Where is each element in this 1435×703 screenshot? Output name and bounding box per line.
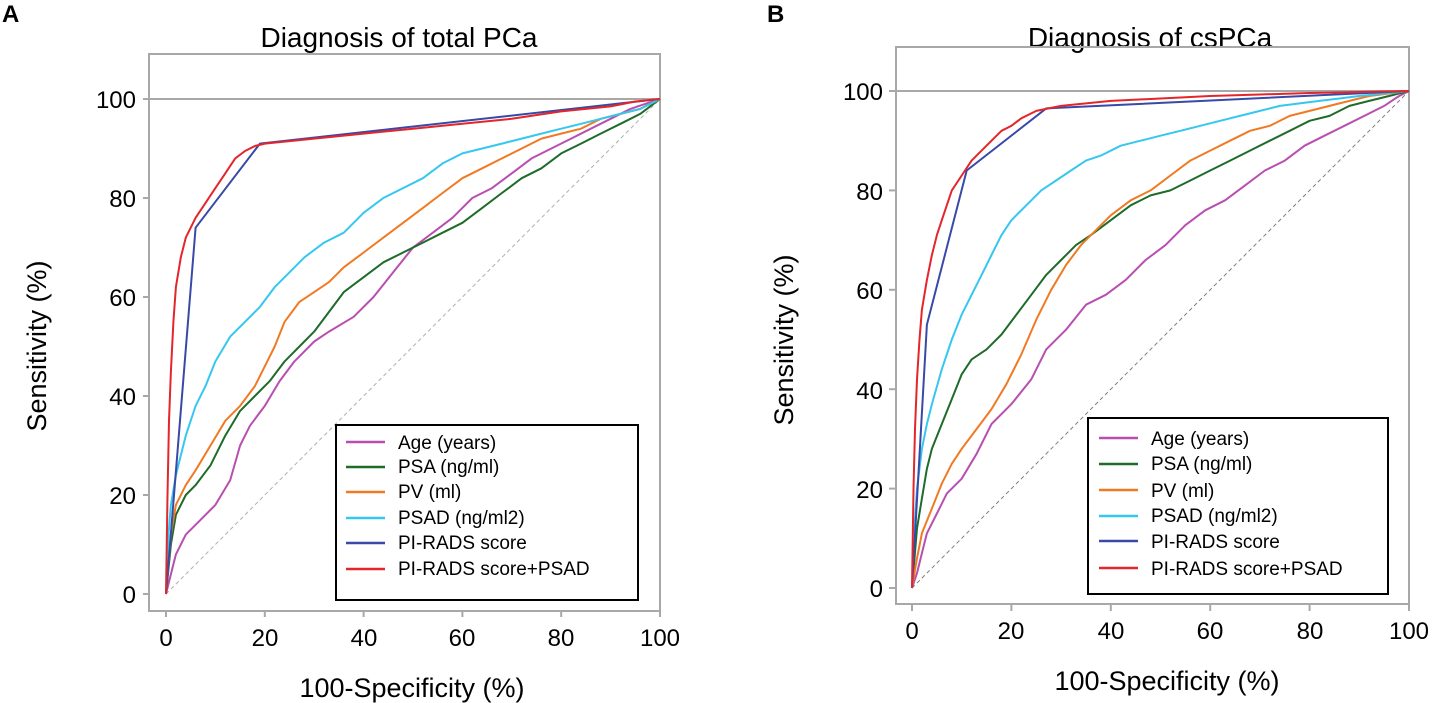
axis-ticks-b — [889, 90, 1410, 611]
x-tick-label: 80 — [1297, 618, 1324, 645]
y-tick-label: 0 — [870, 576, 883, 603]
x-tick-label: 20 — [998, 618, 1025, 645]
roc-curve-pv-ml — [911, 90, 1410, 589]
y-axis-label-a: Sensitivity (%) — [22, 260, 52, 431]
y-tick-label: 80 — [856, 179, 883, 206]
y-tick-label: 60 — [856, 278, 883, 305]
x-tick-label: 60 — [449, 625, 476, 652]
roc-curve-psa-ng-ml — [165, 98, 661, 595]
legend-a: Age (years) PSA (ng/ml) PV (ml) PSAD (ng… — [335, 424, 639, 601]
legend-b: Age (years) PSA (ng/ml) PV (ml) PSAD (ng… — [1087, 417, 1389, 595]
y-axis-label-b: Sensitivity (%) — [769, 254, 799, 425]
roc-curve-pi-rads-score-psad — [911, 90, 1410, 589]
legend-label: PI-RADS score — [398, 533, 527, 554]
roc-curve-age-years — [165, 98, 661, 595]
legend-label: PSAD (ng/ml2) — [398, 508, 525, 529]
roc-curve-psad-ng-ml2 — [911, 90, 1410, 589]
legend-swatches-b — [1099, 436, 1138, 570]
x-tick-label: 0 — [905, 618, 918, 645]
x-tick-label: 0 — [159, 625, 172, 652]
x-tick-label: 40 — [1098, 618, 1125, 645]
roc-curves-b — [911, 90, 1410, 589]
x-tick-label: 40 — [351, 625, 378, 652]
roc-curve-pv-ml — [165, 98, 661, 595]
x-tick-label: 60 — [1197, 618, 1224, 645]
legend-label: Age (years) — [398, 433, 496, 454]
x-tick-label: 100 — [640, 625, 680, 652]
panel-letter-b: B — [767, 1, 784, 28]
panel-b: B Diagnosis of csPCa Sensitivity (%) 100… — [767, 1, 1429, 696]
legend-label: PI-RADS score+PSAD — [398, 559, 590, 580]
roc-curve-psa-ng-ml — [911, 90, 1410, 589]
roc-curves-a — [165, 98, 661, 595]
chart-title-b: Diagnosis of csPCa — [1028, 22, 1273, 53]
legend-label: PSA (ng/ml) — [1151, 454, 1252, 475]
legend-swatches-a — [346, 440, 385, 571]
panel-a: A Diagnosis of total PCa Sensitivity (%)… — [2, 1, 680, 703]
diagonal-reference-line-a — [165, 98, 661, 595]
diagonal-reference-line-b — [911, 90, 1410, 589]
x-axis-label-a: 100-Specificity (%) — [299, 673, 524, 703]
roc-curve-pi-rads-score — [911, 90, 1410, 589]
roc-curve-psad-ng-ml2 — [165, 98, 661, 595]
legend-label: PV (ml) — [398, 482, 461, 503]
x-tick-label: 80 — [548, 625, 575, 652]
plot-area-a — [148, 53, 661, 612]
legend-box-b — [1087, 417, 1389, 595]
legend-label: PV (ml) — [1151, 481, 1214, 502]
y-tick-label: 20 — [109, 483, 136, 510]
y-tick-label: 40 — [109, 384, 136, 411]
legend-box-a — [335, 424, 639, 601]
y-tick-label: 60 — [109, 285, 136, 312]
x-tick-label: 100 — [1389, 618, 1429, 645]
chart-title-a: Diagnosis of total PCa — [260, 22, 537, 53]
y-tick-label: 100 — [96, 87, 136, 114]
y-tick-label: 0 — [123, 582, 136, 609]
plot-area-b — [895, 46, 1410, 605]
panel-letter-a: A — [2, 1, 19, 28]
y-tick-label: 40 — [856, 378, 883, 405]
legend-label: PSA (ng/ml) — [398, 457, 499, 478]
legend-label: PI-RADS score+PSAD — [1151, 559, 1343, 580]
legend-label: Age (years) — [1151, 429, 1249, 450]
legend-label: PSAD (ng/ml2) — [1151, 506, 1278, 527]
roc-curve-pi-rads-score — [165, 98, 661, 595]
y-tick-label: 80 — [109, 186, 136, 213]
roc-curve-age-years — [911, 90, 1410, 589]
y-tick-label: 20 — [856, 477, 883, 504]
y-tick-label: 100 — [843, 79, 883, 106]
roc-curve-pi-rads-score-psad — [165, 98, 661, 595]
legend-label: PI-RADS score — [1151, 532, 1280, 553]
axis-ticks-a — [143, 98, 661, 617]
x-axis-label-b: 100-Specificity (%) — [1054, 666, 1279, 696]
x-tick-label: 20 — [252, 625, 279, 652]
